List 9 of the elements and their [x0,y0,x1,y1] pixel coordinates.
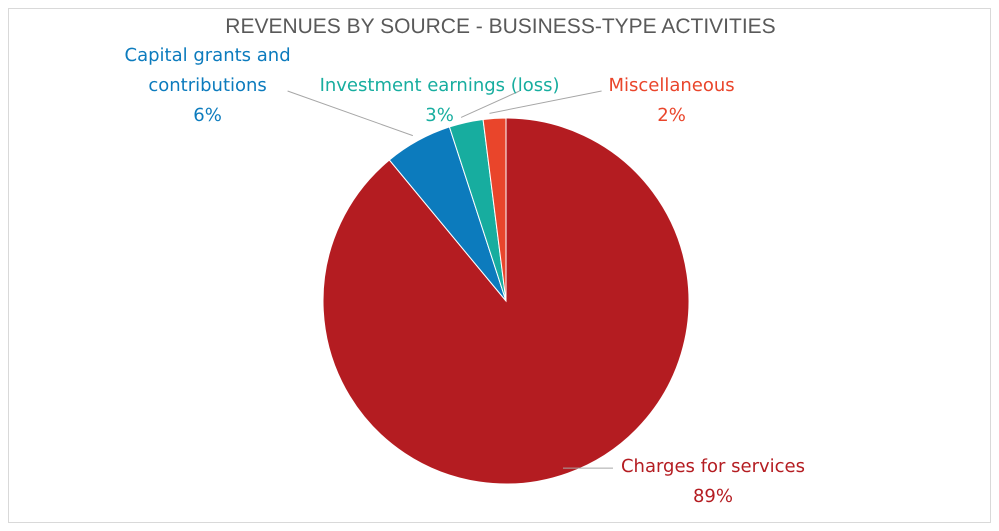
slice-label: Miscellaneous [608,75,735,96]
data-label: 6% [193,105,222,126]
slice-label: Charges for services [620,456,806,478]
slice-label: Capital grants and contributions [124,45,291,96]
data-label: 3% [425,105,454,126]
chart-title: REVENUES BY SOURCE - BUSINESS-TYPE ACTIVITIES [224,15,777,39]
data-label: 2% [657,105,686,126]
slice-label: Investment earnings (loss) [320,75,560,96]
data-label: 89% [692,486,733,508]
